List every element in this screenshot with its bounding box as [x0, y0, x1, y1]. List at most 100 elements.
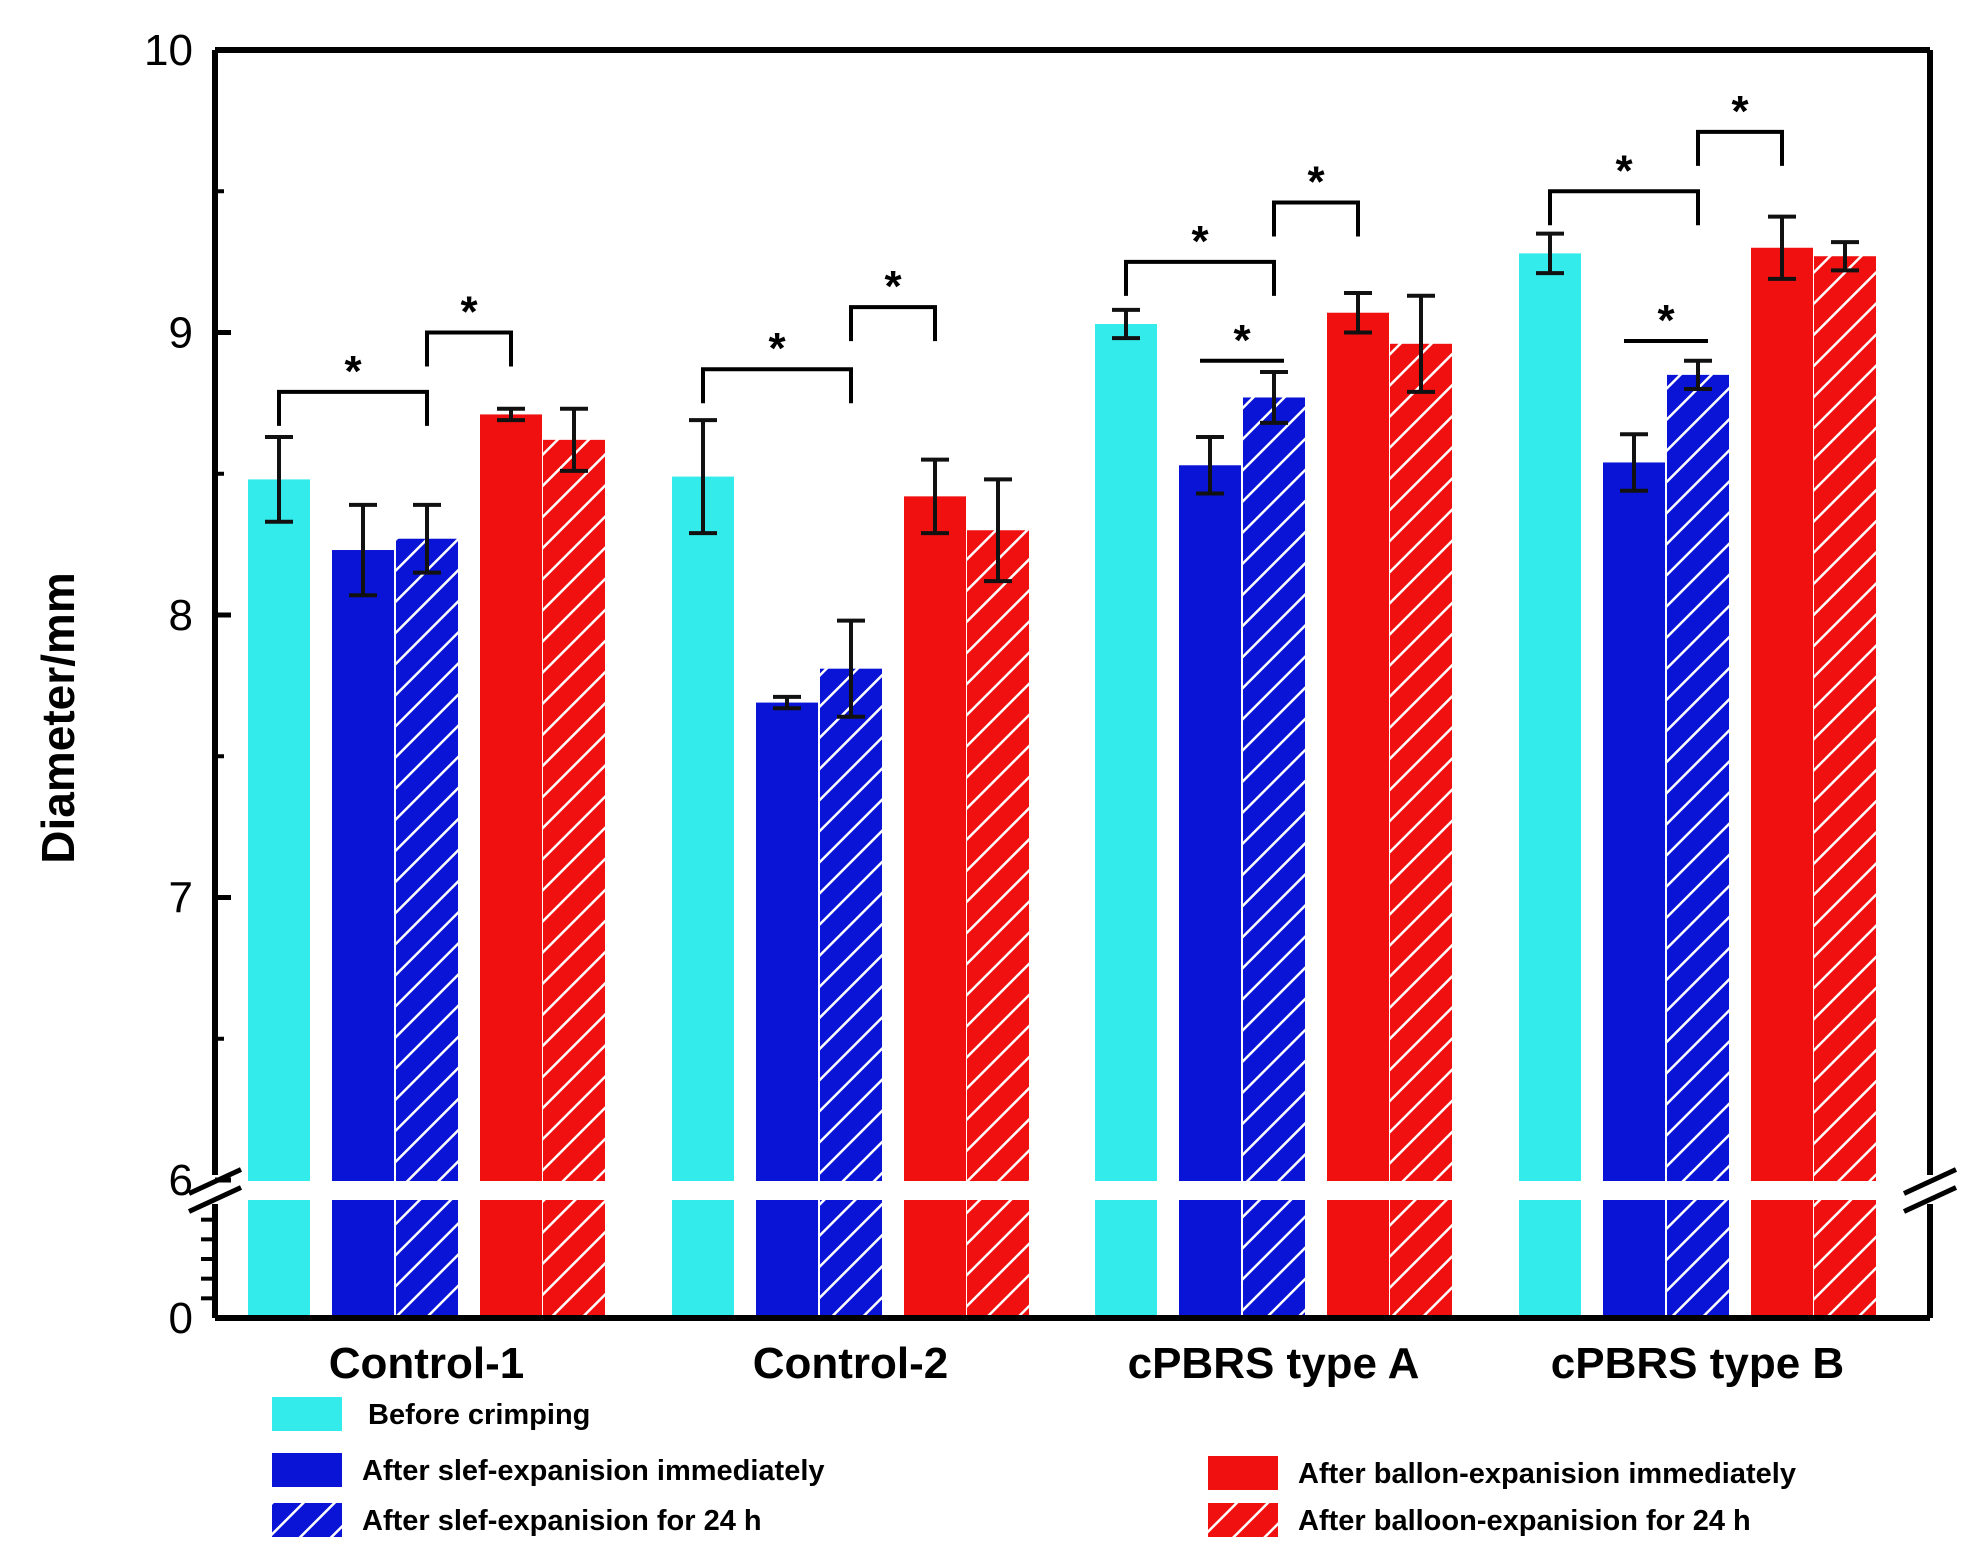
bar-0-4	[543, 439, 605, 1182]
error-bar-2-4	[1407, 293, 1435, 394]
y-axis-label: Diameter/mm	[32, 572, 84, 863]
bar-lower-3-0	[1519, 1200, 1581, 1318]
bar-1-0	[672, 476, 734, 1181]
significance-bracket-2: *	[701, 324, 853, 404]
significance-star-8: *	[1657, 296, 1675, 345]
significance-star-5: *	[1233, 316, 1251, 365]
bar-lower-2-3	[1327, 1200, 1389, 1318]
bar-3-1	[1603, 462, 1665, 1181]
error-bar-1-4	[984, 477, 1012, 584]
bar-1-4	[967, 530, 1029, 1181]
bar-2-1	[1179, 465, 1241, 1181]
error-bar-2-2	[1260, 370, 1288, 425]
bar-1-1	[756, 702, 818, 1181]
legend-label-3: After ballon-expanision immediately	[1298, 1458, 1796, 1490]
legend-label-1: After slef-expanision immediately	[362, 1455, 825, 1487]
error-bar-1-0	[689, 418, 717, 536]
category-label-3: cPBRS type B	[1551, 1339, 1844, 1388]
error-bar-2-0	[1112, 307, 1140, 341]
bar-lower-0-4	[543, 1200, 605, 1318]
bar-lower-2-0	[1095, 1200, 1157, 1318]
category-label-2: cPBRS type A	[1128, 1339, 1420, 1388]
bar-lower-2-2	[1243, 1200, 1305, 1318]
bar-0-3	[480, 414, 542, 1181]
error-bar-0-3	[497, 406, 525, 423]
significance-star-9: *	[1731, 87, 1749, 136]
bar-2-4	[1390, 343, 1452, 1181]
significance-bracket-5: *	[1200, 316, 1284, 365]
bar-2-0	[1095, 324, 1157, 1181]
bar-lower-1-3	[904, 1200, 966, 1318]
significance-star-4: *	[1191, 217, 1209, 266]
significance-star-3: *	[884, 262, 902, 311]
bar-lower-1-1	[756, 1200, 818, 1318]
bar-lower-0-3	[480, 1200, 542, 1318]
significance-bracket-6: *	[1272, 158, 1360, 237]
bar-lower-3-4	[1814, 1200, 1876, 1318]
bar-lower-0-1	[332, 1200, 394, 1318]
legend-item-1: After slef-expanision immediately	[272, 1453, 825, 1487]
error-bar-2-3	[1344, 290, 1372, 335]
bar-2-3	[1327, 312, 1389, 1182]
bar-lower-1-4	[967, 1200, 1029, 1318]
legend-swatch-0	[272, 1397, 342, 1431]
error-bar-0-0	[265, 435, 293, 524]
bar-0-2	[396, 538, 458, 1181]
significance-bracket-1: *	[425, 288, 513, 367]
axes-layer: 6 7 8 9 10 0	[144, 26, 1958, 1343]
y-tick-label-4: 10	[144, 26, 193, 75]
legend-label-0: Before crimping	[368, 1399, 590, 1431]
significance-bracket-8: *	[1624, 296, 1708, 345]
significance-layer: * * * * * * * * * *	[277, 87, 1784, 426]
axis-break-gap	[205, 1181, 1940, 1200]
significance-star-0: *	[344, 347, 362, 396]
bar-lower-0-2	[396, 1200, 458, 1318]
bar-3-3	[1751, 247, 1813, 1181]
bar-0-1	[332, 550, 394, 1181]
error-bars-layer	[265, 214, 1859, 719]
error-bar-0-4	[560, 406, 588, 473]
break-mark-right-0	[1902, 1167, 1958, 1196]
bar-lower-0-0	[248, 1200, 310, 1318]
significance-bracket-4: *	[1124, 217, 1276, 296]
error-bar-2-1	[1196, 435, 1224, 496]
category-label-1: Control-2	[753, 1339, 949, 1388]
bar-lower-3-1	[1603, 1200, 1665, 1318]
legend-swatch-1	[272, 1453, 342, 1487]
legend-item-2: After slef-expanision for 24 h	[272, 1503, 762, 1537]
significance-star-7: *	[1615, 146, 1633, 195]
break-mark-left-1	[187, 1185, 243, 1214]
error-bar-1-3	[921, 457, 949, 536]
legend: Before crimping After slef-expanision imm…	[272, 1397, 1796, 1537]
break-mark-right-1	[1902, 1185, 1958, 1214]
significance-bracket-9: *	[1696, 87, 1784, 166]
legend-swatch-4	[1208, 1503, 1278, 1537]
legend-label-2: After slef-expanision for 24 h	[362, 1505, 762, 1537]
bar-lower-3-2	[1667, 1200, 1729, 1318]
bar-3-0	[1519, 253, 1581, 1181]
legend-swatch-3	[1208, 1456, 1278, 1490]
bar-1-2	[820, 668, 882, 1181]
bar-lower-1-0	[672, 1200, 734, 1318]
bar-lower-2-4	[1390, 1200, 1452, 1318]
category-label-0: Control-1	[329, 1339, 525, 1388]
bar-2-2	[1243, 397, 1305, 1182]
legend-item-3: After ballon-expanision immediately	[1208, 1456, 1796, 1490]
significance-star-6: *	[1307, 158, 1325, 207]
bar-lower-2-1	[1179, 1200, 1241, 1318]
error-bar-1-2	[837, 618, 865, 719]
legend-item-0: Before crimping	[272, 1397, 590, 1431]
bar-lower-3-3	[1751, 1200, 1813, 1318]
legend-swatch-2	[272, 1503, 342, 1537]
legend-item-4: After balloon-expanision for 24 h	[1208, 1503, 1751, 1537]
category-labels: Control-1 Control-2 cPBRS type A cPBRS type…	[329, 1339, 1844, 1388]
error-bar-3-0	[1536, 231, 1564, 276]
significance-bracket-3: *	[849, 262, 937, 342]
significance-star-2: *	[768, 324, 786, 373]
bar-1-3	[904, 496, 966, 1182]
bar-3-4	[1814, 256, 1876, 1182]
error-bar-3-2	[1684, 358, 1712, 391]
y-tick-label-0: 6	[169, 1156, 193, 1205]
bar-3-2	[1667, 374, 1729, 1181]
